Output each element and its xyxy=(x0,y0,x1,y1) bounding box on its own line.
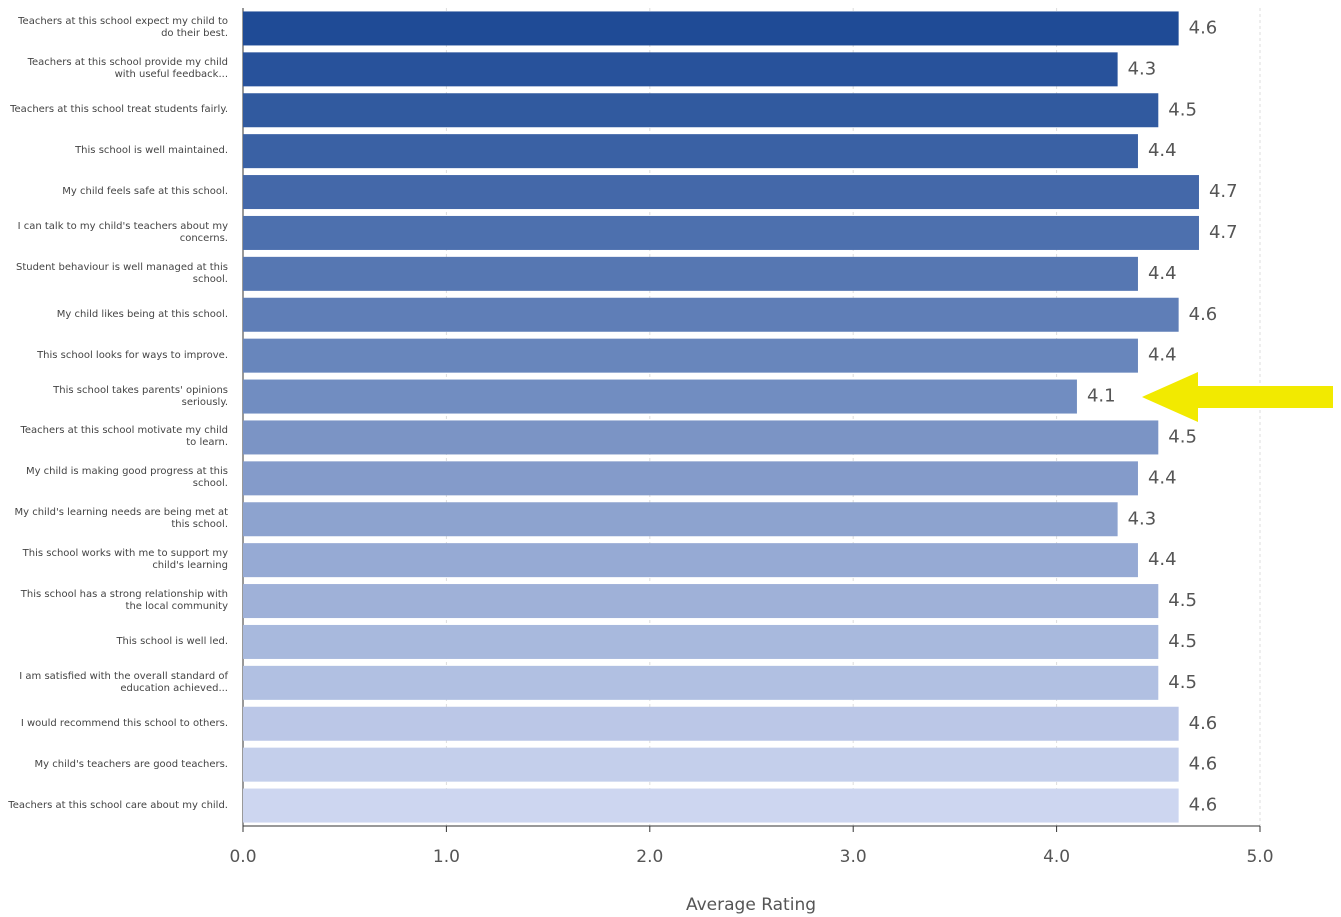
value-label: 4.3 xyxy=(1128,508,1157,529)
bar xyxy=(243,543,1138,578)
y-tick-label: My child likes being at this school. xyxy=(56,308,228,320)
value-label: 4.4 xyxy=(1148,263,1177,284)
bar xyxy=(243,420,1159,455)
value-label: 4.1 xyxy=(1087,386,1116,407)
bar xyxy=(243,11,1179,46)
value-label: 4.4 xyxy=(1148,549,1177,570)
x-tick-label: 4.0 xyxy=(1043,847,1070,867)
y-tick-label: This school is well maintained. xyxy=(75,145,228,157)
bar xyxy=(243,624,1159,659)
y-tick-label: My child's teachers are good teachers. xyxy=(34,758,228,770)
bar xyxy=(243,461,1138,496)
bar xyxy=(243,379,1077,414)
value-label: 4.5 xyxy=(1168,426,1197,447)
x-axis-label: Average Rating xyxy=(686,895,816,915)
bar xyxy=(243,256,1138,291)
value-label: 4.6 xyxy=(1189,754,1218,775)
y-tick-label: I can talk to my child's teachers about … xyxy=(17,220,228,244)
value-label: 4.4 xyxy=(1148,467,1177,488)
bar xyxy=(243,788,1179,823)
value-label: 4.5 xyxy=(1168,631,1197,652)
bar xyxy=(243,215,1199,250)
value-label: 4.7 xyxy=(1209,181,1238,202)
value-label: 4.3 xyxy=(1128,58,1157,79)
y-tick-label: I would recommend this school to others. xyxy=(20,717,228,729)
value-label: 4.4 xyxy=(1148,345,1177,366)
y-tick-label: I am satisfied with the overall standard… xyxy=(19,670,228,694)
bar xyxy=(243,338,1138,373)
bar xyxy=(243,297,1179,332)
value-label: 4.5 xyxy=(1168,99,1197,120)
value-label: 4.6 xyxy=(1189,17,1218,38)
bar xyxy=(243,502,1118,537)
y-tick-label: This school works with me to support my … xyxy=(22,548,228,572)
y-tick-label: My child feels safe at this school. xyxy=(62,186,228,198)
y-tick-label: Teachers at this school treat students f… xyxy=(10,104,228,116)
x-tick-label: 1.0 xyxy=(433,847,460,867)
y-tick-label: Teachers at this school motivate my chil… xyxy=(20,425,228,449)
y-tick-label: My child's learning needs are being met … xyxy=(14,507,229,531)
x-tick-label: 0.0 xyxy=(229,847,256,867)
y-tick-label: My child is making good progress at this… xyxy=(25,466,228,490)
bar xyxy=(243,584,1159,619)
x-tick-label: 5.0 xyxy=(1246,847,1273,867)
y-tick-label: Teachers at this school provide my child… xyxy=(27,57,228,81)
y-tick-label: Student behaviour is well managed at thi… xyxy=(15,261,228,285)
value-label: 4.4 xyxy=(1148,140,1177,161)
bar xyxy=(243,175,1199,210)
value-label: 4.6 xyxy=(1189,304,1218,325)
y-tick-label: Teachers at this school expect my child … xyxy=(18,16,228,40)
highlight-arrow xyxy=(1142,372,1333,422)
y-tick-label: This school takes parents' opinions seri… xyxy=(53,384,228,408)
value-label: 4.6 xyxy=(1189,795,1218,816)
value-label: 4.7 xyxy=(1209,222,1238,243)
y-tick-label: Teachers at this school care about my ch… xyxy=(8,799,228,811)
y-tick-label: This school looks for ways to improve. xyxy=(37,349,228,361)
y-tick-label: This school is well led. xyxy=(116,635,228,647)
bar xyxy=(243,93,1159,128)
value-label: 4.5 xyxy=(1168,590,1197,611)
value-label: 4.6 xyxy=(1189,713,1218,734)
value-label: 4.5 xyxy=(1168,672,1197,693)
bar xyxy=(243,134,1138,169)
bar xyxy=(243,706,1179,741)
bar xyxy=(243,747,1179,782)
x-tick-label: 2.0 xyxy=(636,847,663,867)
bar xyxy=(243,665,1159,700)
bar xyxy=(243,52,1118,87)
x-tick-label: 3.0 xyxy=(840,847,867,867)
y-tick-label: This school has a strong relationship wi… xyxy=(20,589,228,613)
